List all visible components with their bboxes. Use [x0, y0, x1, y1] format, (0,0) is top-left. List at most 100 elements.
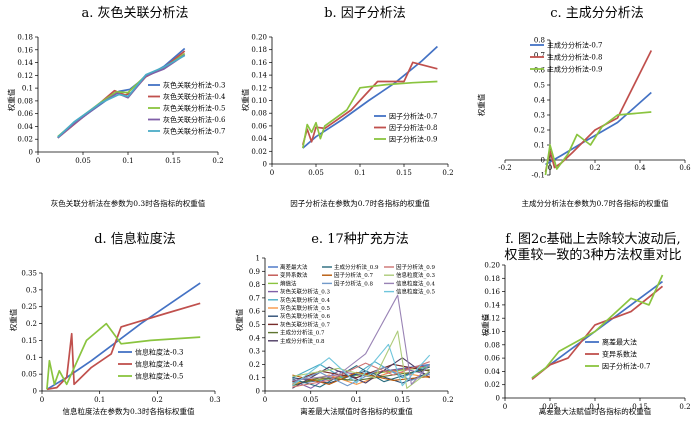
series-line-c-2: [544, 111, 652, 176]
legend-label-d-1: 信息粒度法-0.4: [135, 360, 184, 369]
series-line-a-4: [57, 54, 186, 138]
legend-label-f-0: 离差最大法: [602, 338, 637, 347]
y-tick-label-c-4: 0.3: [534, 112, 545, 120]
y-tick-label-b-3: 0.06: [251, 122, 267, 130]
x-tick-label-e-2: 0.1: [351, 396, 362, 404]
y-tick-label-c-2: 0.1: [534, 142, 545, 150]
x-axis-label-f: 离差最大法赋值时各指标的权重值: [539, 406, 652, 416]
series-line-e-13: [292, 361, 430, 388]
x-tick-label-d-2: 0.2: [152, 396, 163, 404]
legend-label-e-0-7: 灰色关联分析法_0.7: [280, 320, 330, 328]
legend-label-e-0-4: 灰色关联分析法_0.4: [280, 296, 330, 304]
x-tick-label-e-0: 0: [263, 396, 267, 404]
series-line-b-2: [301, 80, 438, 149]
series-line-e-7: [292, 363, 430, 383]
legend-label-e-0-3: 灰色关联分析法_0.3: [280, 288, 330, 296]
series-line-e-9: [292, 357, 431, 389]
legend-label-e-2-0: 因子分析法_0.9: [396, 263, 435, 271]
legend-label-a-2: 灰色关联分析法-0.5: [163, 104, 226, 113]
chart-title-e: e. 17种扩充方法: [311, 231, 409, 247]
x-tick-label-c-3: 0.4: [634, 164, 646, 172]
x-axis-label-a: 灰色关联分析法在参数为0.3时各指标的权重值: [51, 198, 206, 208]
y-axis-label-e: 权重值: [234, 308, 244, 331]
y-tick-label-d-3: 0.15: [21, 337, 37, 345]
y-tick-label-b-4: 0.08: [251, 110, 267, 118]
chart-title-d: d. 信息粒度法: [94, 231, 176, 247]
y-tick-label-a-2: 0.04: [17, 123, 33, 131]
y-tick-label-f-8: 0.16: [484, 288, 500, 296]
y-tick-label-d-7: 0.35: [21, 270, 37, 278]
y-tick-label-e-3: 0.3: [249, 348, 260, 356]
x-tick-label-c-4: 0.6: [679, 164, 691, 172]
series-line-e-12: [292, 366, 430, 387]
series-line-e-8: [292, 369, 430, 387]
x-tick-label-d-1: 0.1: [94, 396, 105, 404]
series-line-d-2: [46, 322, 201, 390]
y-tick-label-e-10: 1: [256, 255, 260, 263]
x-tick-label-b-1: 0.05: [308, 169, 324, 177]
legend-label-a-1: 灰色关联分析法-0.4: [163, 92, 226, 101]
y-tick-label-f-6: 0.12: [484, 315, 500, 323]
legend-label-c-0: 主成分分析法-0.7: [547, 41, 603, 50]
x-tick-label-c-2: 0.2: [589, 164, 600, 172]
y-axis-label-a: 权重值: [6, 88, 16, 111]
y-tick-label-e-9: 0.9: [249, 268, 260, 276]
series-line-c-1: [544, 50, 653, 173]
y-tick-label-e-2: 0.2: [249, 361, 260, 369]
series-line-e-16: [292, 343, 431, 387]
y-tick-label-e-1: 0.1: [249, 374, 260, 382]
y-tick-label-a-5: 0.1: [22, 85, 33, 93]
y-tick-label-f-0: 0: [496, 395, 500, 403]
panel-e: e. 17种扩充方法 0 0.05 0.1 0.15 0.2 0 0.1 0.2 0.3 0.4 0.…: [234, 231, 454, 416]
y-axis-label-d: 权重值: [8, 308, 18, 331]
y-tick-label-e-6: 0.6: [249, 308, 261, 316]
x-tick-label-c-0: -0.2: [498, 164, 512, 172]
x-tick-label-a-2: 0.1: [122, 157, 133, 165]
y-tick-label-d-4: 0.2: [26, 320, 37, 328]
legend-label-b-1: 因子分析法-0.8: [389, 123, 438, 132]
legend-b: 因子分析法-0.7 因子分析法-0.8 因子分析法-0.9: [374, 112, 438, 144]
x-tick-label-d-0: 0: [40, 396, 44, 404]
y-tick-label-b-7: 0.14: [251, 72, 267, 80]
y-tick-label-b-5: 0.10: [251, 97, 267, 105]
x-tick-label-a-4: 0.2: [212, 157, 223, 165]
panel-c: c. 主成分分析法-0.2 0 0.2 0.4 0.6-0.100.10.20.30.4…: [476, 6, 691, 208]
legend-label-e-0-5: 灰色关联分析法_0.5: [280, 304, 330, 312]
y-tick-label-f-7: 0.14: [484, 301, 500, 309]
y-tick-label-a-7: 0.14: [17, 59, 33, 67]
y-tick-label-a-0: 0: [29, 149, 33, 157]
y-tick-label-e-8: 0.8: [249, 281, 260, 289]
legend-label-d-2: 信息粒度法-0.5: [135, 372, 184, 381]
legend-label-f-1: 变异系数法: [602, 350, 637, 359]
y-tick-label-b-6: 0.12: [251, 84, 267, 92]
chart-title-c: c. 主成分分析法: [550, 6, 644, 21]
y-tick-label-d-1: 0.05: [21, 371, 37, 379]
legend-label-e-2-3: 信息粒度法_0.5: [396, 288, 435, 296]
legend-label-e-0-8: 主成分分析法_0.7: [280, 329, 325, 337]
chart-title-f-line-0: f. 图2c基础上去除较大波动后,: [505, 232, 680, 247]
series-line-b-0: [302, 45, 438, 149]
series-line-d-1: [46, 302, 201, 391]
x-tick-label-a-0: 0: [36, 157, 40, 165]
x-tick-label-b-2: 0.1: [354, 169, 365, 177]
legend-label-e-2-2: 信息粒度法_0.4: [396, 279, 435, 287]
x-tick-label-f-0: 0: [503, 403, 507, 411]
y-tick-label-a-1: 0.02: [17, 136, 33, 144]
legend-label-e-0-0: 离差最大法: [280, 263, 308, 271]
legend-label-a-3: 灰色关联分析法-0.6: [163, 115, 226, 124]
y-tick-label-f-1: 0.02: [484, 381, 500, 389]
y-tick-label-c-0: -0.1: [532, 172, 546, 180]
x-tick-label-c-1: 0: [548, 164, 552, 172]
y-tick-label-a-8: 0.16: [17, 46, 33, 54]
y-tick-label-a-4: 0.08: [17, 97, 33, 105]
y-tick-label-c-1: 0: [541, 157, 545, 165]
y-tick-label-a-3: 0.06: [17, 110, 33, 118]
y-tick-label-d-0: 0: [33, 388, 37, 396]
y-tick-label-c-8: 0.7: [534, 52, 545, 60]
y-axis-label-f: 权重值: [480, 313, 490, 336]
y-tick-label-b-1: 0.02: [251, 148, 267, 156]
y-tick-label-f-5: 0.10: [484, 328, 500, 336]
